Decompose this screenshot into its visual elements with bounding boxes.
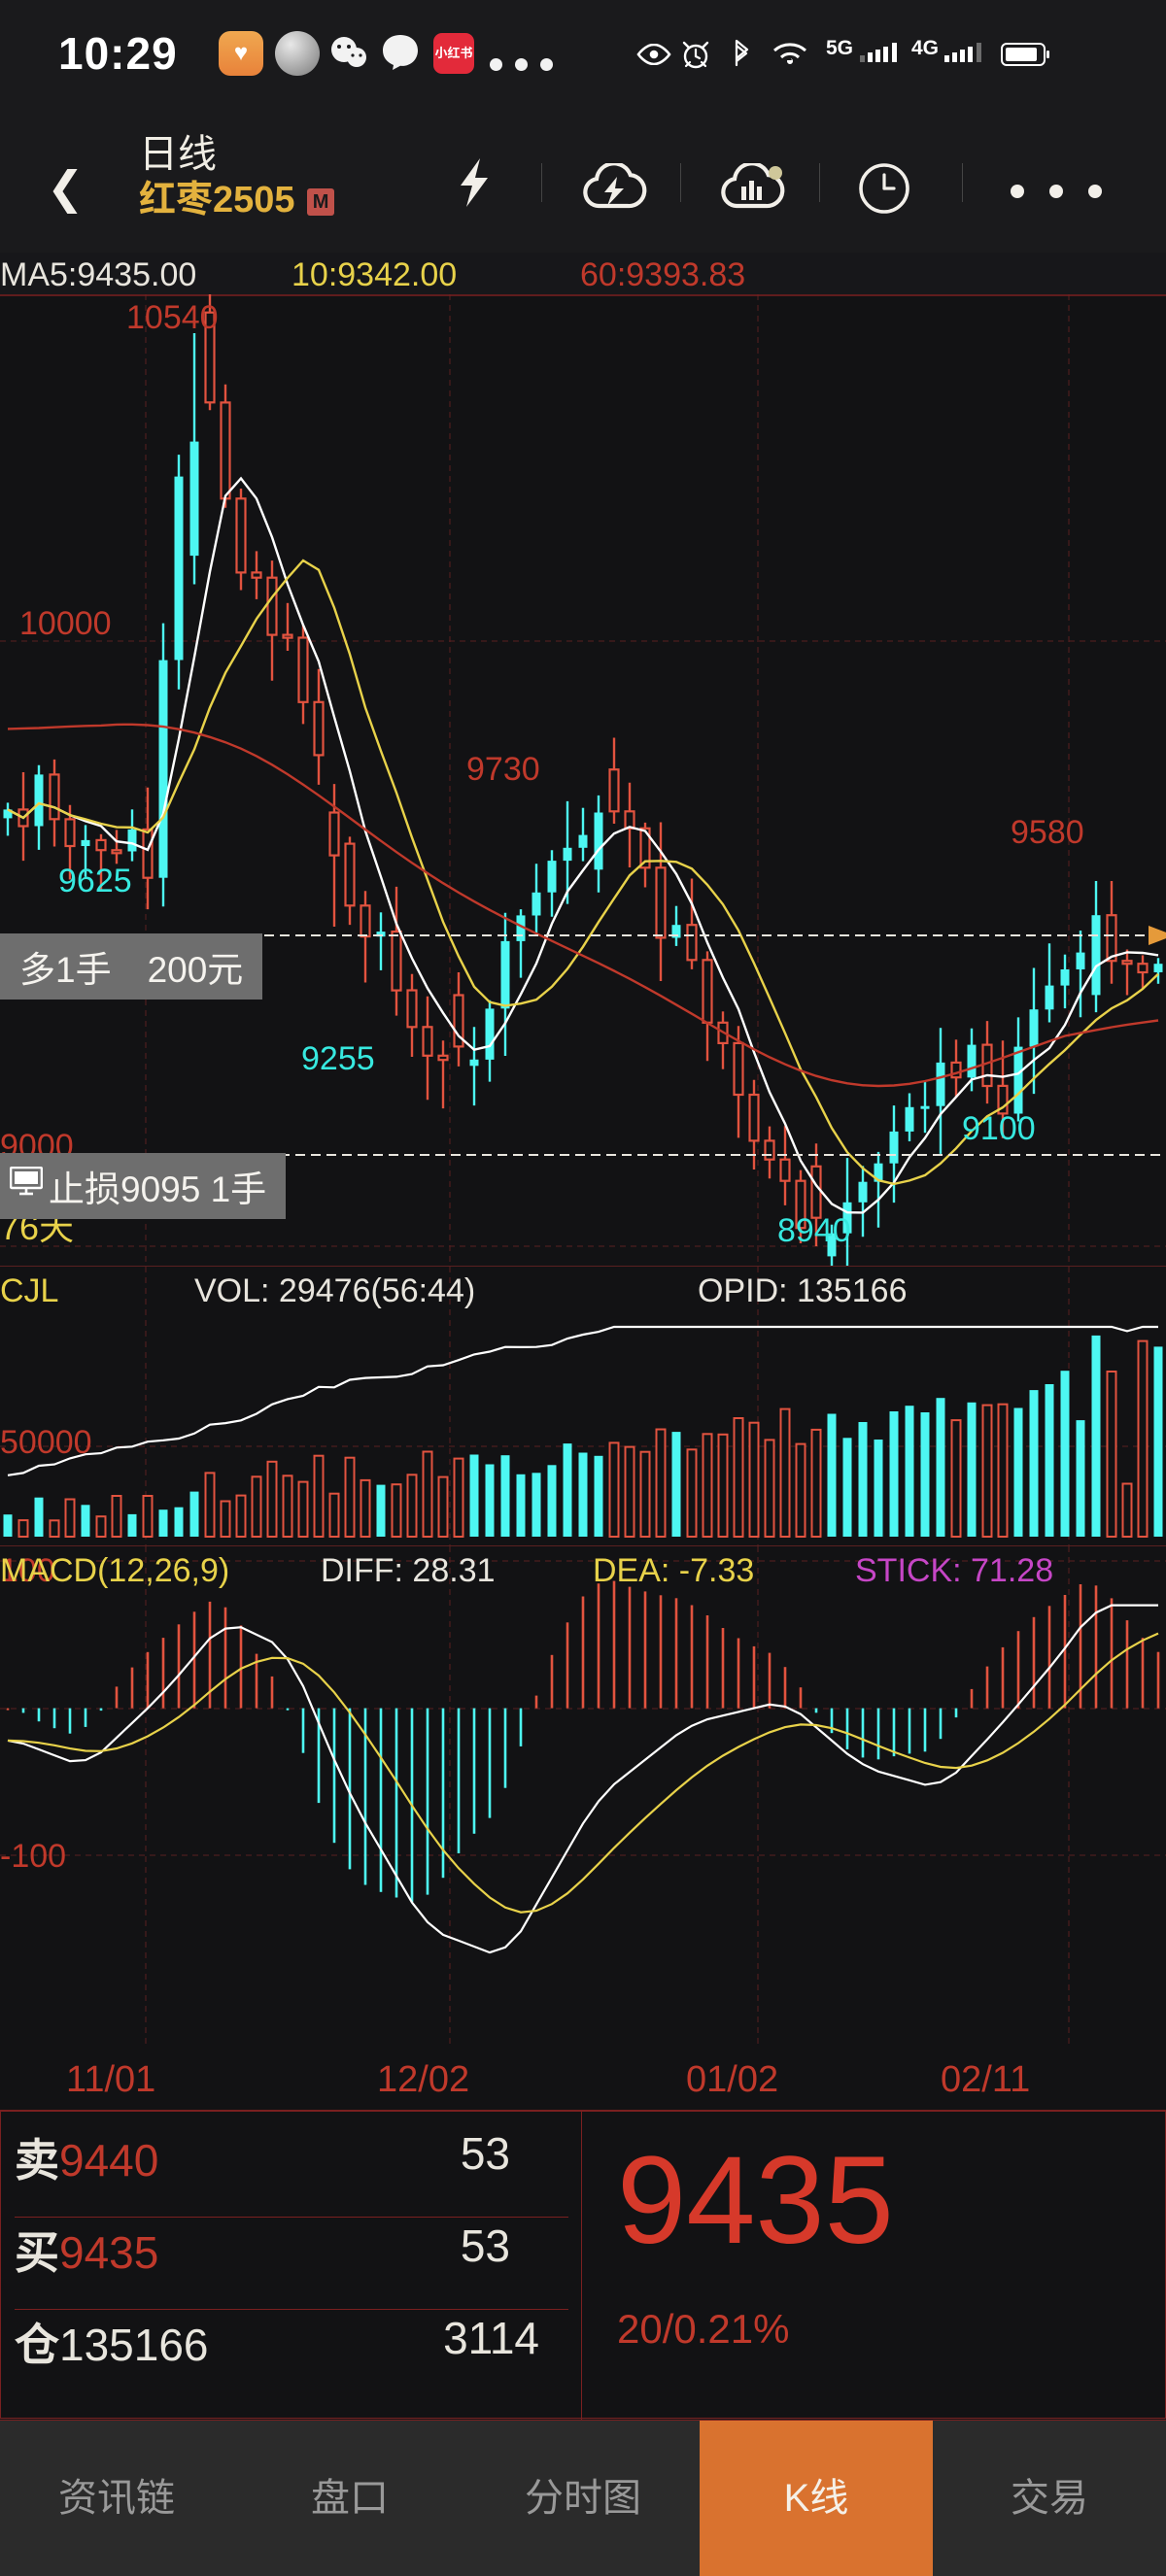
svg-text:8940: 8940 xyxy=(777,1212,851,1249)
svg-text:9580: 9580 xyxy=(1011,814,1084,851)
svg-text:10540: 10540 xyxy=(126,299,219,336)
svg-text:9730: 9730 xyxy=(466,751,540,788)
svg-text:10000: 10000 xyxy=(19,605,112,642)
svg-text:9100: 9100 xyxy=(962,1110,1036,1147)
svg-text:9625: 9625 xyxy=(58,863,132,899)
svg-text:9255: 9255 xyxy=(301,1040,375,1077)
